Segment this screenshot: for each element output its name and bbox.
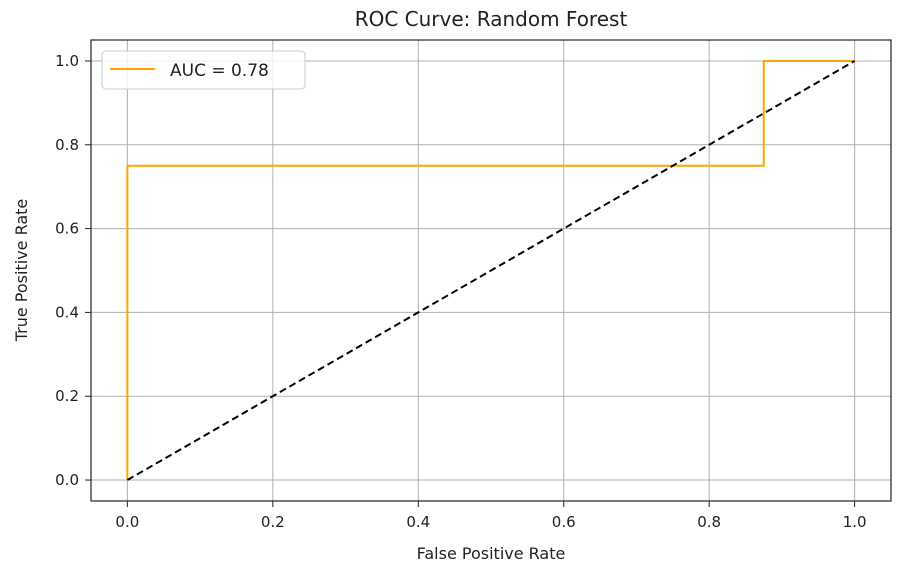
legend-label: AUC = 0.78 bbox=[170, 61, 269, 81]
chart-title: ROC Curve: Random Forest bbox=[355, 7, 628, 31]
x-axis-label: False Positive Rate bbox=[417, 544, 566, 563]
y-tick-label: 0.0 bbox=[55, 471, 79, 489]
legend-box bbox=[101, 50, 306, 90]
x-tick-label: 0.2 bbox=[261, 513, 285, 531]
y-axis-label: True Positive Rate bbox=[12, 199, 31, 343]
roc-curve-line bbox=[126, 59, 855, 481]
y-tick-label: 0.2 bbox=[55, 387, 79, 405]
y-tick-label: 0.8 bbox=[55, 136, 79, 154]
y-tick-label: 1.0 bbox=[55, 52, 79, 70]
plot-frame bbox=[90, 39, 892, 502]
x-tick-label: 0.8 bbox=[697, 513, 721, 531]
x-tick-label: 0.0 bbox=[115, 513, 139, 531]
x-tick-label: 0.6 bbox=[552, 513, 576, 531]
chance-diagonal-line bbox=[126, 60, 856, 481]
x-tick-label: 1.0 bbox=[843, 513, 867, 531]
legend: AUC = 0.78 bbox=[101, 50, 306, 90]
y-tick-label: 0.6 bbox=[55, 220, 79, 238]
x-tick-label: 0.4 bbox=[406, 513, 430, 531]
y-tick-label: 0.4 bbox=[55, 303, 79, 321]
